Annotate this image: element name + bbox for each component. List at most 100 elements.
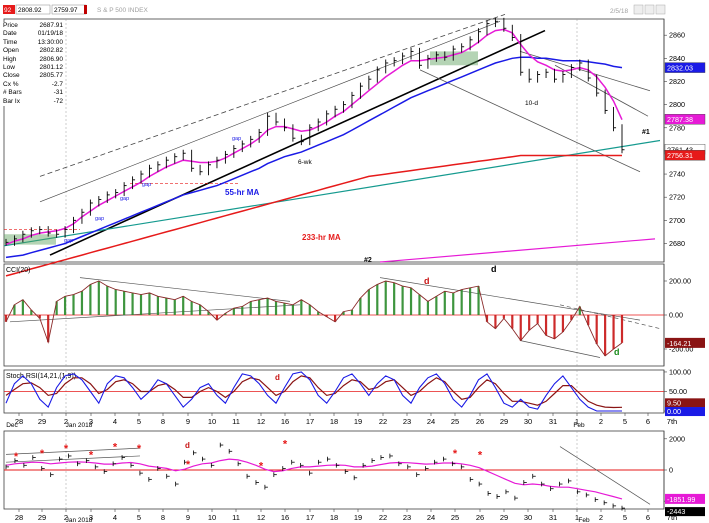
long-magenta-line: [379, 238, 656, 263]
price-value-tag-text: 2761.43: [667, 145, 693, 154]
cci-value-tag: [665, 337, 705, 348]
panel-frame-price: [3, 18, 665, 263]
date-axis-top-tick-label: 4: [113, 417, 117, 426]
breadth-trend-1: [5, 447, 141, 455]
label-gap-4: gap: [142, 182, 151, 188]
label-233hr-ma: 233-hr MA: [302, 233, 341, 242]
label-55hr-ma: 55-hr MA: [225, 188, 259, 197]
upper-channel-line: [39, 21, 501, 203]
month-label-feb-bottom: Feb: [578, 517, 590, 523]
date-axis-top-tick-label: 31: [549, 417, 557, 426]
date-axis-top-tick-label: 24: [427, 417, 435, 426]
cci-y-tick-label: -200.00: [669, 345, 693, 354]
minimize-icon[interactable]: [633, 4, 644, 15]
maximize-icon[interactable]: [644, 4, 655, 15]
info-label: Date: [3, 30, 17, 38]
breadth-y-tick-label: 2000: [669, 434, 685, 443]
close-icon[interactable]: [655, 4, 666, 15]
date-axis-bottom-tick-label: 6: [646, 513, 650, 522]
date-axis-bottom-tick-label: 23: [403, 513, 411, 522]
date-axis-bottom-tick-label: 10: [208, 513, 216, 522]
date-axis-top-tick-label: 18: [330, 417, 338, 426]
breadth-star-marker: *: [113, 442, 118, 454]
breadth-star-marker: *: [259, 460, 264, 472]
cci-value-tag-text: -164.21: [667, 339, 691, 348]
price-y-tick-label: 2840: [669, 54, 685, 63]
info-label: High: [3, 55, 17, 63]
breadth-star-marker: *: [186, 459, 191, 471]
date-axis-bottom-tick-label: 5: [623, 513, 627, 522]
price-value-tag-text: 2832.03: [667, 64, 693, 73]
data-window-panel: Price 2687.91 Date 01/19/18 Time 13:30:00 Open…: [3, 22, 64, 107]
info-label: Time: [3, 38, 18, 46]
info-row: Cx % -2.7: [3, 81, 63, 89]
ma55-line: [5, 56, 623, 259]
label-6wk: 6-wk: [298, 159, 312, 166]
magenta-ma-line: [5, 28, 623, 246]
breadth-value-tag-2-text: -2443: [667, 507, 685, 516]
stoch-value-tag-2-text: 0.00: [667, 407, 681, 416]
date-axis-top-tick-label: 28: [15, 417, 23, 426]
info-value: 2802.82: [39, 47, 64, 55]
date-axis-top-tick-label: 5: [137, 417, 141, 426]
stoch-y-tick-label: 50.00: [669, 387, 687, 396]
month-label-jan-bottom: Jan 2018: [66, 517, 93, 523]
cci-line: [5, 280, 623, 357]
date-axis-bottom-tick-label: 3: [89, 513, 93, 522]
cci-title: CCI(20): [6, 267, 31, 274]
cci-trend-3: [379, 277, 641, 321]
date-axis-top-tick-label: 6: [646, 417, 650, 426]
price-y-tick-label: 2700: [669, 216, 685, 225]
date-axis-top-tick-label: 2: [599, 417, 603, 426]
date-axis-bottom-tick-label: 11: [232, 513, 240, 522]
price-y-tick-label: 2740: [669, 170, 685, 179]
cci-channel-low: [519, 340, 601, 358]
breadth-value-tag-2: [665, 507, 705, 517]
date-axis-top-tick-label: 10: [208, 417, 216, 426]
header-svg: 92 2808.92 2759.97 S & P 500 INDEX 2/5/1…: [0, 0, 709, 19]
date-axis-bottom-tick-label: 5: [137, 513, 141, 522]
info-value: 2687.91: [39, 22, 64, 29]
header-box-marker: [84, 5, 87, 14]
info-row: Close 2805.77: [3, 72, 63, 80]
price-value-tag-text: 2787.38: [667, 115, 693, 124]
date-axis-bottom-tick-label: 8: [161, 513, 165, 522]
info-row: Price 2687.91: [3, 22, 63, 30]
date-axis-top-tick-label: 23: [403, 417, 411, 426]
price-value-tag: [664, 149, 706, 161]
date-axis-bottom-tick-label: 12: [257, 513, 265, 522]
date-axis-top-tick-label: 5: [623, 417, 627, 426]
price-y-tick-label: 2860: [669, 31, 685, 40]
info-row: Date 01/19/18: [3, 30, 63, 38]
price-y-tick-label: 2720: [669, 193, 685, 202]
date-axis-top-tick-label: 16: [281, 417, 289, 426]
date-axis-top-tick-label: 29: [500, 417, 508, 426]
date-axis-top-tick-label: 1: [575, 417, 579, 426]
info-label: Price: [3, 22, 18, 29]
header-box3-text: 2759.97: [54, 7, 78, 14]
highlight-box-jan: [430, 51, 478, 66]
breadth-trend-2: [5, 455, 141, 463]
info-value: 2806.90: [39, 55, 64, 63]
stoch-title: Stoch RSI(14,21,(1,9)): [6, 373, 76, 380]
cci-y-tick-label: 200.00: [669, 277, 691, 286]
info-value: 2805.77: [39, 72, 64, 80]
breadth-star-marker: *: [137, 443, 142, 455]
date-axis-top-tick-label: 2: [64, 417, 68, 426]
date-axis-top-tick-label: 3: [89, 417, 93, 426]
date-axis-bottom-tick-label: 28: [15, 513, 23, 522]
info-label: Cx %: [3, 80, 19, 88]
date-axis-bottom-tick-label: 7th: [667, 513, 677, 522]
date-axis-bottom-tick-label: 4: [113, 513, 117, 522]
upper-channel-dashed: [39, 13, 506, 177]
date-axis-bottom-tick-label: 2: [599, 513, 603, 522]
cci-trend-2: [79, 277, 291, 302]
date-axis-bottom-tick-label: 22: [379, 513, 387, 522]
info-value: 2801.12: [39, 64, 64, 72]
date-axis-bottom-tick-label: 29: [38, 513, 46, 522]
breadth-star-marker: *: [283, 438, 288, 450]
breadth-value-tag-1-text: -1851.99: [667, 495, 695, 504]
date-axis-top-tick-label: 19: [354, 417, 362, 426]
breadth-star-marker: *: [64, 443, 69, 455]
